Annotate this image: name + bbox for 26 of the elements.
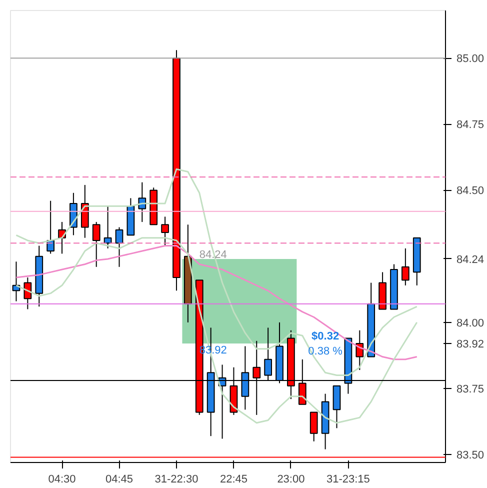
annotation: $0.32: [312, 330, 340, 343]
y-tick-label: 83.92: [456, 338, 484, 351]
candlestick: [115, 226, 124, 268]
x-tick-label: 23:00: [277, 474, 305, 486]
candlestick: [332, 385, 341, 429]
y-tick-label: 84.50: [456, 185, 484, 198]
candlestick: [92, 221, 100, 268]
y-tick-label: 84.75: [456, 119, 484, 132]
candlestick: [402, 248, 410, 286]
y-tick-label: 84.24: [456, 254, 484, 266]
y-tick-label: 83.50: [456, 450, 484, 462]
candlestick: [24, 276, 32, 310]
y-tick-label: 85.00: [456, 53, 484, 66]
y-tick-label: 83.75: [456, 383, 484, 396]
annotation: 0.38 %: [308, 346, 343, 358]
line-series: [15, 168, 418, 376]
candlestick: [356, 330, 364, 370]
candlestick: [310, 412, 318, 442]
candlestick: [161, 216, 169, 246]
x-tick-label: 22:45: [220, 474, 248, 486]
x-tick-label: 31-23:15: [326, 474, 370, 486]
line-series: [15, 245, 418, 360]
x-tick-label: 04:45: [105, 474, 134, 486]
x-tick-label: 31-22:30: [154, 474, 198, 486]
y-tick-label: 84.00: [456, 317, 484, 330]
x-tick-label: 04:30: [48, 474, 76, 486]
